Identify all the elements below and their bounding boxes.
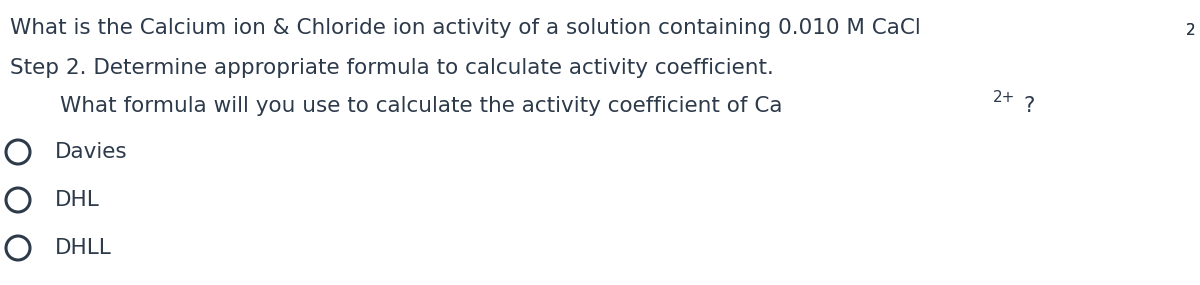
Text: ?: ? [1024,96,1034,116]
Text: What formula will you use to calculate the activity coefficient of Ca: What formula will you use to calculate t… [60,96,782,116]
Text: 2: 2 [1186,23,1195,38]
Text: DHL: DHL [55,190,100,210]
Text: 2+: 2+ [994,90,1015,105]
Text: What is the Calcium ion & Chloride ion activity of a solution containing 0.010 M: What is the Calcium ion & Chloride ion a… [10,18,920,38]
Text: DHLL: DHLL [55,238,112,258]
Text: Step 2. Determine appropriate formula to calculate activity coefficient.: Step 2. Determine appropriate formula to… [10,58,774,78]
Text: 2: 2 [1186,23,1195,38]
Text: Davies: Davies [55,142,127,162]
